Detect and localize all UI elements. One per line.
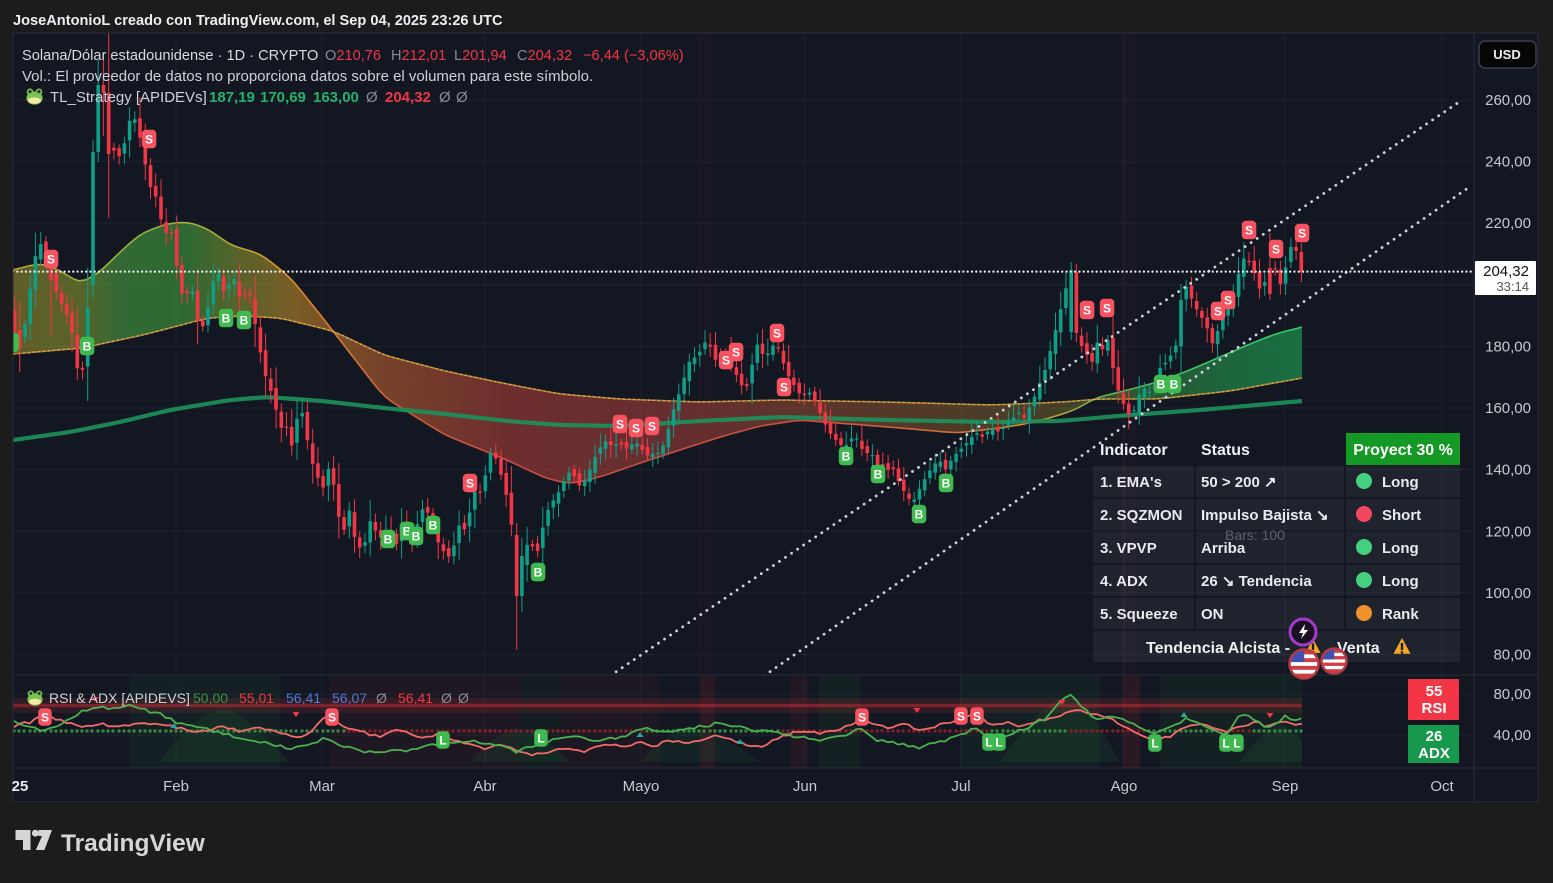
svg-text:Tendencia Alcista -: Tendencia Alcista - <box>1146 640 1290 657</box>
svg-text:180,00: 180,00 <box>1485 339 1531 356</box>
svg-text:B: B <box>240 314 249 328</box>
svg-text:Jul: Jul <box>951 778 970 795</box>
svg-text:S: S <box>1245 224 1253 238</box>
svg-text:B: B <box>384 533 393 547</box>
svg-text:3. VPVP: 3. VPVP <box>1100 540 1157 557</box>
svg-text:25: 25 <box>12 778 29 795</box>
svg-text:Feb: Feb <box>163 778 189 795</box>
svg-text:S: S <box>616 418 624 432</box>
svg-text:B: B <box>1157 378 1166 392</box>
svg-text:4. ADX: 4. ADX <box>1100 573 1148 590</box>
svg-text:TradingView: TradingView <box>61 830 206 857</box>
svg-text:S: S <box>780 381 788 395</box>
svg-text:S: S <box>145 133 153 147</box>
svg-text:Rank: Rank <box>1382 606 1419 623</box>
svg-text:S: S <box>1103 302 1111 316</box>
svg-text:S: S <box>41 711 49 725</box>
svg-text:B: B <box>412 530 421 544</box>
svg-text:S: S <box>1298 227 1306 241</box>
svg-text:Impulso Bajista ↘: Impulso Bajista ↘ <box>1201 507 1329 524</box>
svg-text:Vol.: El proveedor de datos no: Vol.: El proveedor de datos no proporcio… <box>22 68 593 85</box>
svg-text:USD: USD <box>1493 47 1520 62</box>
svg-text:Status: Status <box>1201 442 1250 459</box>
svg-text:S: S <box>957 710 965 724</box>
svg-text:S: S <box>648 420 656 434</box>
svg-text:ON: ON <box>1201 606 1224 623</box>
svg-text:120,00: 120,00 <box>1485 523 1531 540</box>
svg-text:S: S <box>328 711 336 725</box>
svg-text:L: L <box>537 732 544 746</box>
svg-text:B: B <box>915 508 924 522</box>
svg-text:RSI: RSI <box>1421 700 1446 717</box>
svg-text:Indicator: Indicator <box>1100 442 1168 459</box>
svg-text:L: L <box>1151 737 1158 751</box>
svg-text:B: B <box>222 312 231 326</box>
svg-text:S: S <box>1224 294 1232 308</box>
svg-text:S: S <box>1083 304 1091 318</box>
svg-text:B: B <box>83 340 92 354</box>
svg-text:Venta: Venta <box>1337 640 1380 657</box>
svg-text:S: S <box>973 710 981 724</box>
svg-text:B: B <box>874 468 883 482</box>
svg-text:Mayo: Mayo <box>623 778 660 795</box>
svg-text:S: S <box>773 327 781 341</box>
svg-text:50 > 200 ↗: 50 > 200 ↗ <box>1201 474 1277 491</box>
svg-text:Ago: Ago <box>1111 778 1138 795</box>
svg-text:B: B <box>842 450 851 464</box>
svg-text:80,00: 80,00 <box>1493 686 1531 703</box>
svg-text:Long: Long <box>1382 474 1419 491</box>
svg-text:Long: Long <box>1382 573 1419 590</box>
svg-text:B: B <box>1170 378 1179 392</box>
svg-text:Sep: Sep <box>1272 778 1299 795</box>
svg-text:160,00: 160,00 <box>1485 400 1531 417</box>
svg-text:S: S <box>732 346 740 360</box>
svg-text:Jun: Jun <box>793 778 817 795</box>
svg-text:220,00: 220,00 <box>1485 215 1531 232</box>
svg-text:Proyect 30 %: Proyect 30 % <box>1353 442 1453 459</box>
svg-text:S: S <box>47 253 55 267</box>
svg-text:204,32: 204,32 <box>1483 263 1529 280</box>
svg-text:33:14: 33:14 <box>1496 279 1529 294</box>
svg-text:55: 55 <box>1426 683 1443 700</box>
svg-text:L: L <box>1222 737 1229 751</box>
svg-text:L: L <box>1233 737 1240 751</box>
svg-text:S: S <box>1214 305 1222 319</box>
svg-text:80,00: 80,00 <box>1493 647 1531 664</box>
svg-text:240,00: 240,00 <box>1485 154 1531 171</box>
svg-text:ADX: ADX <box>1418 745 1450 762</box>
svg-text:1. EMA's: 1. EMA's <box>1100 474 1162 491</box>
svg-text:2. SQZMON: 2. SQZMON <box>1100 507 1183 524</box>
svg-text:40,00: 40,00 <box>1493 727 1531 744</box>
svg-text:S: S <box>632 422 640 436</box>
svg-text:S: S <box>858 711 866 725</box>
svg-text:Arriba: Arriba <box>1201 540 1246 557</box>
svg-text:Long: Long <box>1382 540 1419 557</box>
svg-text:B: B <box>942 477 951 491</box>
svg-text:L: L <box>995 736 1002 750</box>
svg-text:260,00: 260,00 <box>1485 92 1531 109</box>
svg-text:Abr: Abr <box>473 778 496 795</box>
svg-text:Bars: 100: Bars: 100 <box>1225 527 1285 543</box>
svg-text:S: S <box>466 477 474 491</box>
svg-text:Solana/Dólar estadounidense ·: Solana/Dólar estadounidense · 1D · CRYPT… <box>22 48 684 64</box>
svg-text:26: 26 <box>1426 728 1443 745</box>
svg-text:B: B <box>534 566 543 580</box>
svg-text:26 ↘ Tendencia: 26 ↘ Tendencia <box>1201 573 1312 590</box>
svg-text:L: L <box>985 736 992 750</box>
svg-text:Oct: Oct <box>1430 778 1454 795</box>
svg-text:140,00: 140,00 <box>1485 462 1531 479</box>
svg-text:B: B <box>403 525 412 539</box>
svg-text:Short: Short <box>1382 507 1421 524</box>
svg-text:L: L <box>439 734 446 748</box>
svg-text:B: B <box>429 519 438 533</box>
svg-text:S: S <box>1272 243 1280 257</box>
svg-text:S: S <box>722 354 730 368</box>
svg-text:Mar: Mar <box>309 778 335 795</box>
svg-text:5. Squeeze: 5. Squeeze <box>1100 606 1178 623</box>
svg-text:JoseAntonioL creado con Tradin: JoseAntonioL creado con TradingView.com,… <box>13 13 503 29</box>
svg-text:100,00: 100,00 <box>1485 585 1531 602</box>
